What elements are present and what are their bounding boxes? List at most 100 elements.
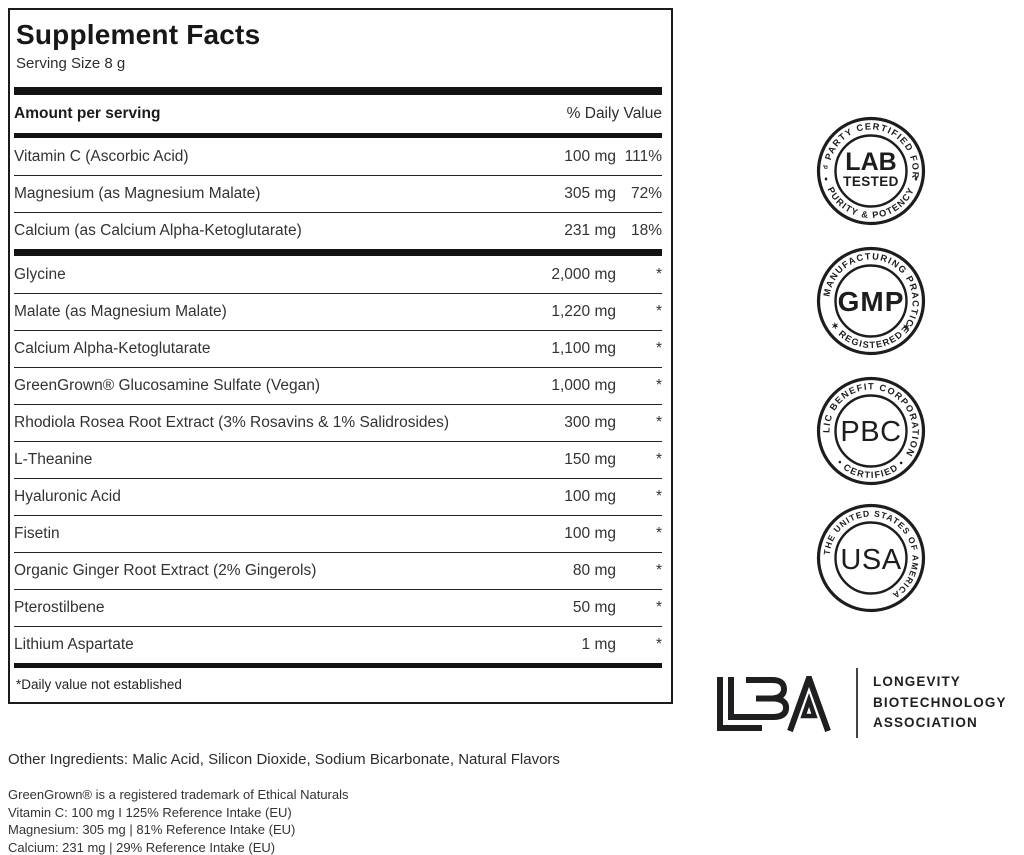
pbc-seal: PUBLIC BENEFIT CORPORATION • CERTIFIED •… bbox=[806, 366, 926, 486]
lba-word-line: LONGEVITY bbox=[873, 674, 961, 689]
badge-outer-ring bbox=[816, 503, 926, 613]
table-row: Magnesium (as Magnesium Malate) 305 mg 7… bbox=[14, 175, 662, 212]
usa-badge: MADE IN THE UNITED STATES OF AMERICA USA bbox=[806, 493, 936, 623]
ingredient-daily-value: * bbox=[655, 488, 662, 505]
table-row: GreenGrown® Glucosamine Sulfate (Vegan) … bbox=[14, 367, 662, 404]
ingredient-amount: 1,100 mg bbox=[551, 340, 616, 357]
pbc-badge: PUBLIC BENEFIT CORPORATION • CERTIFIED •… bbox=[806, 366, 936, 496]
ingredient-name: Calcium Alpha-Ketoglutarate bbox=[14, 340, 211, 357]
ingredient-name: Rhodiola Rosea Root Extract (3% Rosavins… bbox=[14, 414, 450, 431]
ingredient-name: Fisetin bbox=[14, 525, 60, 542]
other-ingredients-text: Other Ingredients: Malic Acid, Silicon D… bbox=[8, 751, 560, 768]
svg-text:PURITY & POTENCY: PURITY & POTENCY bbox=[826, 185, 917, 220]
ingredient-amount: 1,000 mg bbox=[551, 377, 616, 394]
drop-glyph-left: ♦ bbox=[824, 176, 828, 183]
ingredient-amount: 1 mg bbox=[581, 636, 616, 653]
column-header-daily-value: % Daily Value bbox=[566, 105, 662, 122]
lba-wordmark: LONGEVITY BIOTECHNOLOGY ASSOCIATION bbox=[873, 672, 1007, 734]
badge-center-text: PBC bbox=[840, 416, 901, 448]
ingredient-daily-value: * bbox=[655, 525, 662, 542]
ingredient-amount: 80 mg bbox=[572, 562, 616, 579]
ingredient-amount: 2,000 mg bbox=[551, 265, 616, 283]
ingredient-name: Pterostilbene bbox=[14, 599, 105, 616]
lba-divider-line bbox=[856, 668, 858, 738]
ingredient-daily-value: * bbox=[655, 562, 662, 579]
panel-title: Supplement Facts bbox=[16, 19, 261, 50]
thick-divider-top bbox=[14, 87, 662, 95]
drop-glyph-right: ♦ bbox=[914, 176, 918, 183]
ingredient-daily-value: 111% bbox=[624, 147, 662, 165]
ingredient-daily-value: * bbox=[655, 377, 662, 394]
badge-inner-ring bbox=[834, 521, 908, 595]
table-row: Pterostilbene 50 mg * bbox=[14, 589, 662, 626]
gmp-seal: GOOD MANUFACTURING PRACTICE ✶ REGISTERED… bbox=[806, 236, 926, 356]
proprietary-rows-section: Glycine 2,000 mg * Malate (as Magnesium … bbox=[14, 256, 662, 663]
ingredient-name: Magnesium (as Magnesium Malate) bbox=[14, 185, 261, 202]
table-header-row: Amount per serving % Daily Value bbox=[14, 95, 662, 133]
ingredient-name: Glycine bbox=[14, 265, 66, 283]
ingredient-daily-value: 18% bbox=[630, 222, 662, 239]
ingredient-amount: 50 mg bbox=[572, 599, 616, 616]
badge-outer-ring bbox=[816, 246, 926, 356]
ingredient-daily-value: * bbox=[655, 340, 662, 357]
ingredient-amount: 305 mg bbox=[564, 185, 616, 202]
ingredient-name: Lithium Aspartate bbox=[14, 636, 134, 653]
badge-inner-ring bbox=[834, 134, 908, 208]
serving-size: Serving Size 8 g bbox=[16, 55, 126, 72]
table-row: Vitamin C (Ascorbic Acid) 100 mg 111% bbox=[14, 138, 662, 175]
badge-center-text: GMP bbox=[838, 286, 905, 317]
badge-outer-ring bbox=[816, 376, 926, 486]
ingredient-name: Vitamin C (Ascorbic Acid) bbox=[14, 147, 189, 165]
ingredient-daily-value: * bbox=[655, 265, 662, 283]
ingredient-daily-value: * bbox=[655, 303, 662, 320]
badge-inner-ring bbox=[834, 264, 908, 338]
usa-seal: MADE IN THE UNITED STATES OF AMERICA USA bbox=[806, 493, 926, 613]
table-row: Glycine 2,000 mg * bbox=[14, 256, 662, 293]
ingredient-amount: 300 mg bbox=[564, 414, 616, 431]
table-row: Rhodiola Rosea Root Extract (3% Rosavins… bbox=[14, 404, 662, 441]
badge-inner-ring bbox=[834, 394, 908, 468]
thick-divider-middle bbox=[14, 249, 662, 256]
lba-letter-b-bottom bbox=[750, 695, 790, 720]
table-row: Fisetin 100 mg * bbox=[14, 515, 662, 552]
daily-value-rows-section: Vitamin C (Ascorbic Acid) 100 mg 111% Ma… bbox=[14, 138, 662, 249]
table-row: Organic Ginger Root Extract (2% Gingerol… bbox=[14, 552, 662, 589]
lba-logo-mark bbox=[716, 669, 834, 737]
lba-monogram bbox=[717, 669, 831, 733]
table-row: Hyaluronic Acid 100 mg * bbox=[14, 478, 662, 515]
ingredient-daily-value: 72% bbox=[630, 185, 662, 202]
gmp-badge: GOOD MANUFACTURING PRACTICE ✶ REGISTERED… bbox=[806, 236, 936, 366]
table-row: Calcium (as Calcium Alpha-Ketoglutarate)… bbox=[14, 212, 662, 249]
ingredient-name: Calcium (as Calcium Alpha-Ketoglutarate) bbox=[14, 222, 302, 239]
fine-print-block: GreenGrown® is a registered trademark of… bbox=[8, 786, 349, 855]
badge-center-subtext: TESTED bbox=[843, 174, 899, 189]
badge-outer-ring bbox=[816, 116, 926, 226]
lab-tested-seal: 3ʳᵈ PARTY CERTIFIED FOR PURITY & POTENCY… bbox=[806, 106, 926, 226]
table-row: Calcium Alpha-Ketoglutarate 1,100 mg * bbox=[14, 330, 662, 367]
badge-center-text: USA bbox=[840, 544, 901, 576]
table-row: L-Theanine 150 mg * bbox=[14, 441, 662, 478]
ingredient-amount: 1,220 mg bbox=[551, 303, 616, 320]
fine-print-line: Magnesium: 305 mg | 81% Reference Intake… bbox=[8, 822, 296, 837]
lba-word-line: ASSOCIATION bbox=[873, 715, 978, 730]
ingredient-amount: 100 mg bbox=[564, 147, 616, 165]
fine-print-line: GreenGrown® is a registered trademark of… bbox=[8, 787, 349, 802]
lba-letter-l-outer bbox=[717, 677, 762, 731]
ingredient-name: Hyaluronic Acid bbox=[14, 488, 121, 505]
ingredient-name: Organic Ginger Root Extract (2% Gingerol… bbox=[14, 562, 317, 579]
ingredient-daily-value: * bbox=[655, 414, 662, 431]
ingredient-amount: 231 mg bbox=[564, 222, 616, 239]
lab-tested-badge: 3ʳᵈ PARTY CERTIFIED FOR PURITY & POTENCY… bbox=[806, 106, 936, 236]
ingredient-daily-value: * bbox=[655, 599, 662, 616]
ingredient-name: GreenGrown® Glucosamine Sulfate (Vegan) bbox=[14, 377, 321, 394]
supplement-facts-panel: Supplement Facts Serving Size 8 g Amount… bbox=[8, 8, 673, 704]
ingredient-daily-value: * bbox=[655, 451, 662, 468]
column-header-amount: Amount per serving bbox=[14, 105, 161, 122]
fine-print-line: Calcium: 231 mg | 29% Reference Intake (… bbox=[8, 839, 276, 855]
daily-value-footnote: *Daily value not established bbox=[16, 677, 182, 692]
divider-above-footnote bbox=[14, 663, 662, 668]
ingredient-name: Malate (as Magnesium Malate) bbox=[14, 303, 227, 320]
fine-print-line: Vitamin C: 100 mg I 125% Reference Intak… bbox=[8, 804, 292, 820]
badge-center-text: LAB bbox=[845, 148, 896, 176]
